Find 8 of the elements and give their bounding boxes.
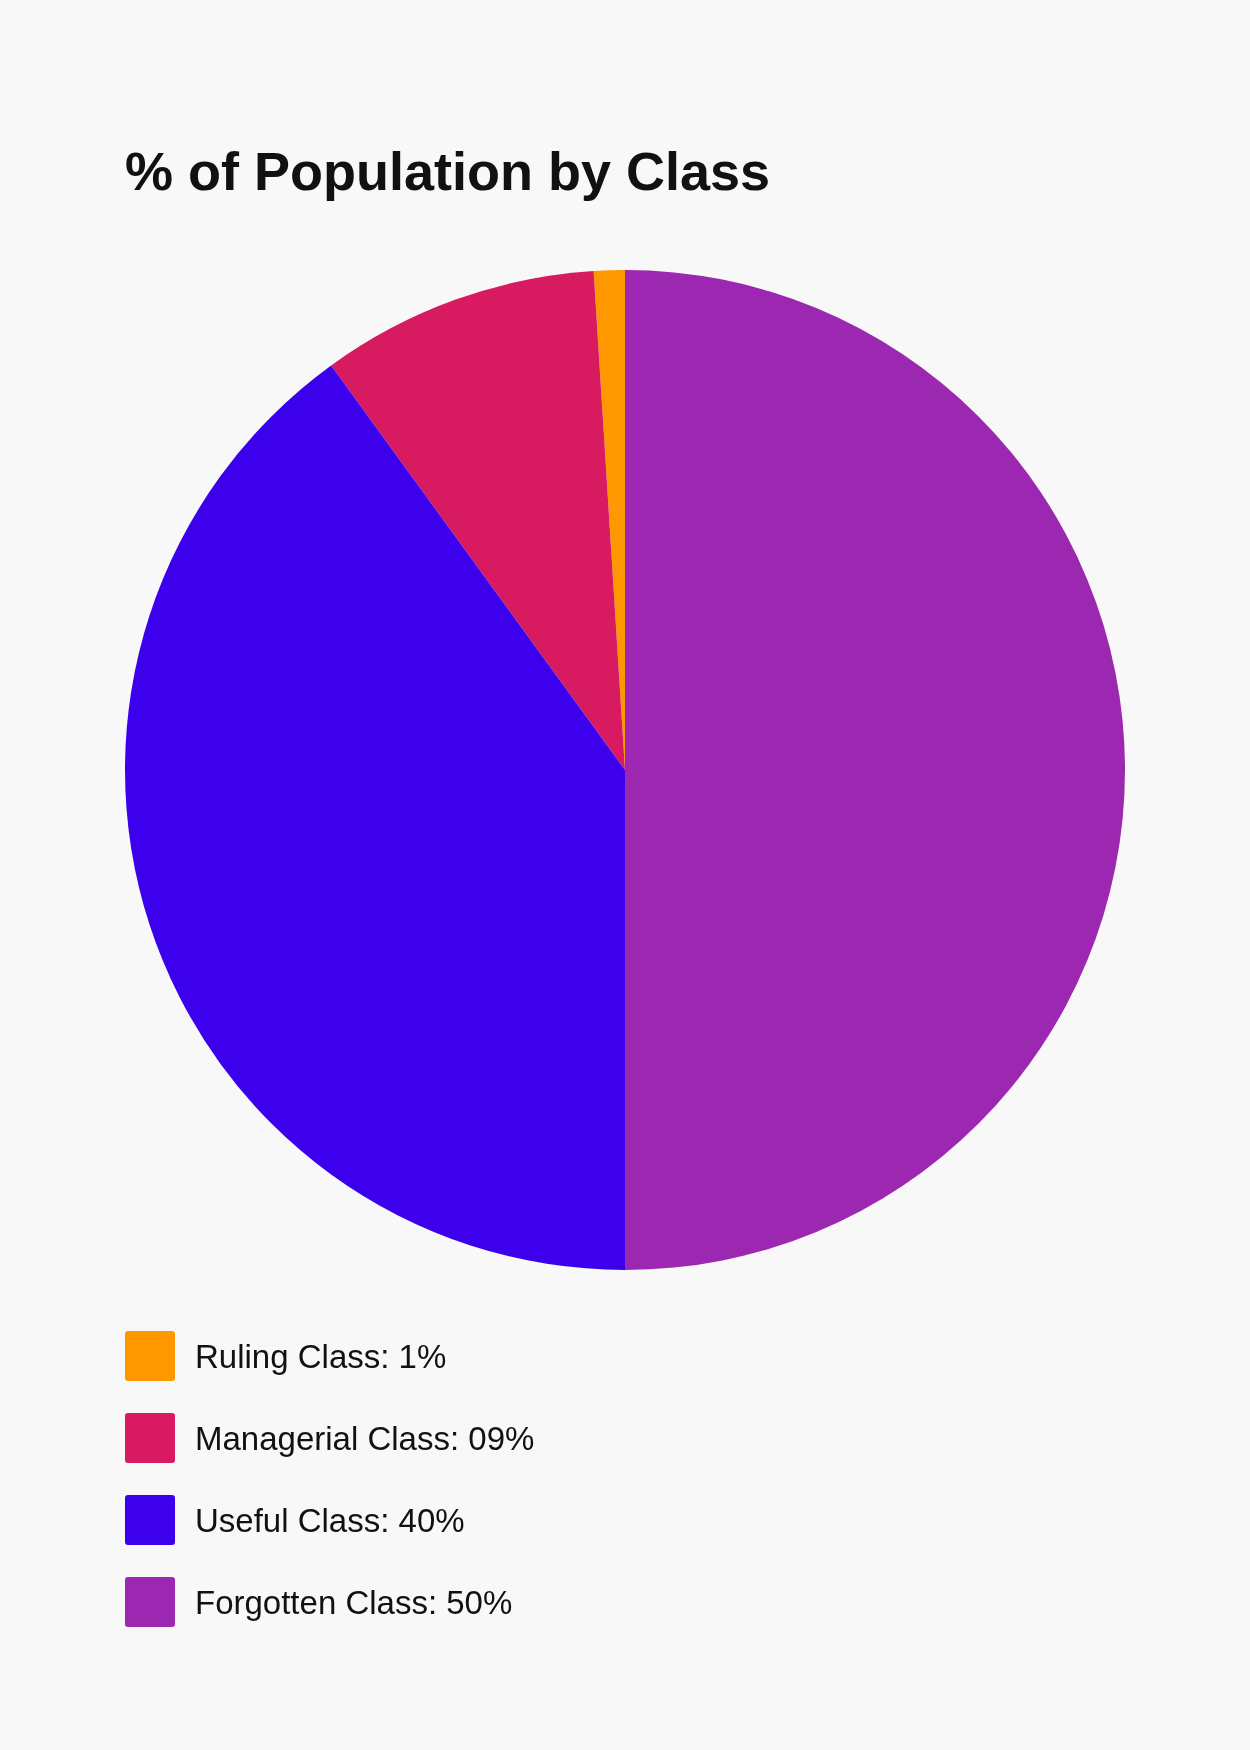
pie-slice bbox=[331, 270, 625, 770]
pie-slice bbox=[625, 270, 1125, 1270]
legend-label: Forgotten Class: 50% bbox=[195, 1584, 513, 1621]
legend-label: Useful Class: 40% bbox=[195, 1502, 465, 1539]
chart-title: % of Population by Class bbox=[125, 141, 771, 201]
pie-slice bbox=[125, 365, 625, 1270]
legend-label: Ruling Class: 1% bbox=[195, 1338, 447, 1375]
legend-label: Managerial Class: 09% bbox=[195, 1420, 535, 1457]
